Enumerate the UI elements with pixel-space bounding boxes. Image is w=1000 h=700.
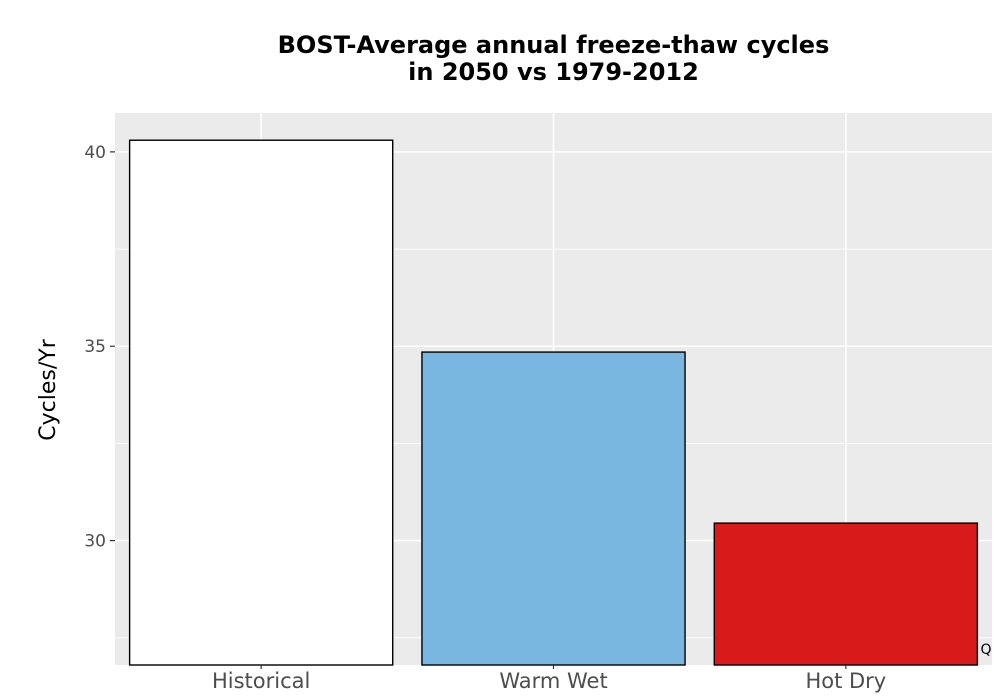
bar <box>421 351 686 666</box>
chart-title-line-2: in 2050 vs 1979-2012 <box>408 58 699 86</box>
x-axis: Historical Warm Wet Hot Dry <box>212 665 886 693</box>
y-tick-label: 35 <box>84 337 106 357</box>
x-tick-label: Warm Wet <box>499 669 607 693</box>
corner-note: Q <box>980 642 991 658</box>
y-tick-label: 40 <box>84 143 106 163</box>
x-tick-label: Historical <box>212 669 310 693</box>
chart-title-line-1: BOST-Average annual freeze-thaw cycles <box>277 31 830 59</box>
y-axis: 30 35 40 <box>84 143 115 552</box>
y-tick-label: 30 <box>84 532 106 552</box>
bars <box>128 139 979 666</box>
bar <box>128 139 394 666</box>
y-axis-label: Cycles/Yr <box>36 338 61 440</box>
bar <box>713 522 979 666</box>
chart-title: BOST-Average annual freeze-thaw cycles i… <box>115 32 992 86</box>
x-tick-label: Hot Dry <box>805 669 886 693</box>
